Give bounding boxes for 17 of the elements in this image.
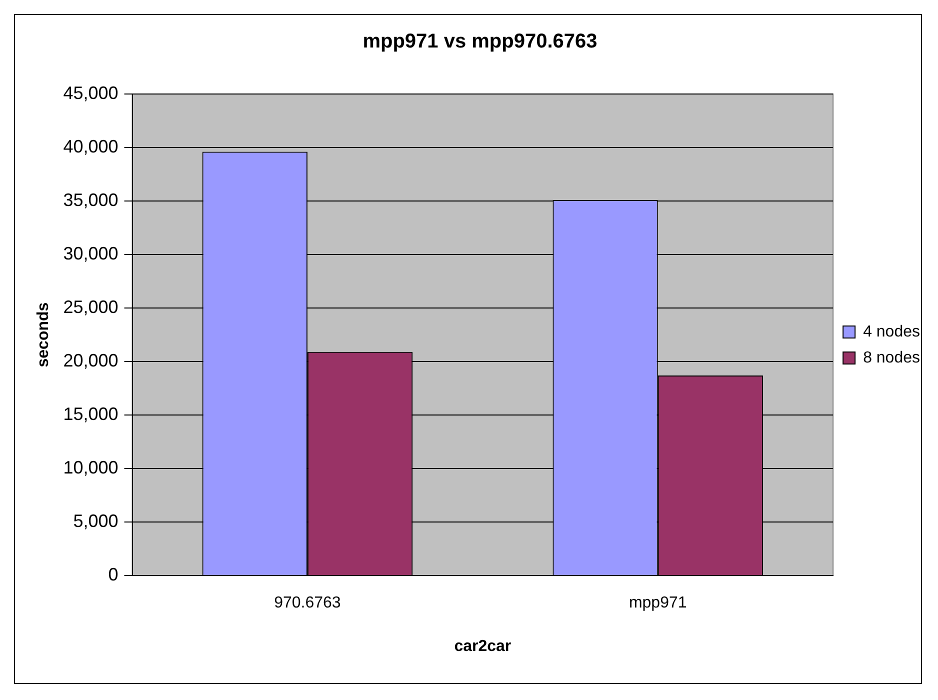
x-tick-label: mpp971 <box>628 594 687 612</box>
y-tick-label: 25,000 <box>63 297 118 318</box>
y-tick-label: 10,000 <box>63 458 118 478</box>
y-tick-label: 15,000 <box>63 404 118 424</box>
y-tick-label: 5,000 <box>73 511 118 532</box>
y-tick-label: 30,000 <box>63 244 118 264</box>
y-tick-label: 0 <box>108 564 118 585</box>
y-tick-label: 45,000 <box>63 82 118 103</box>
legend-label: 8 nodes <box>863 349 920 366</box>
chart-title: mpp971 vs mpp970.6763 <box>362 30 598 53</box>
y-tick-label: 35,000 <box>63 190 118 210</box>
y-tick-label: 20,000 <box>63 350 118 371</box>
x-axis-title: car2car <box>454 638 512 655</box>
x-tick-label: 970.6763 <box>274 594 341 612</box>
legend-label: 4 nodes <box>863 323 920 340</box>
y-tick-label: 40,000 <box>63 136 118 156</box>
y-axis-title: seconds <box>35 302 52 368</box>
